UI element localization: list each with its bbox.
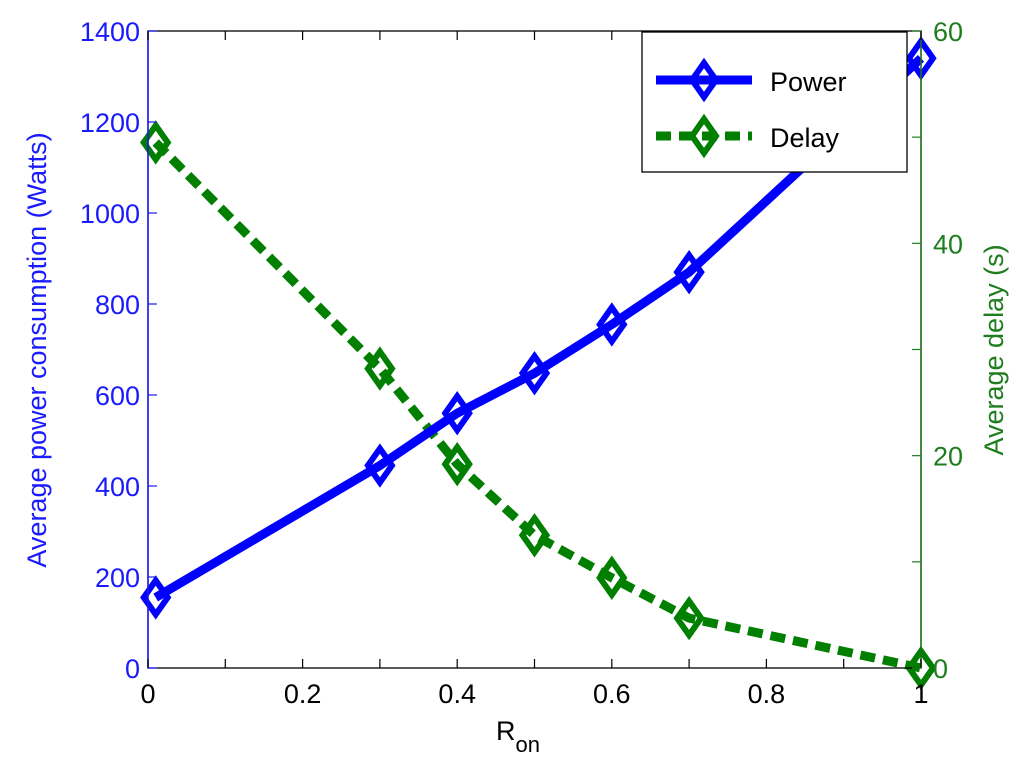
left-tick-label: 0 bbox=[125, 654, 140, 684]
power-series-line bbox=[153, 54, 925, 602]
left-tick-label: 1200 bbox=[80, 108, 140, 138]
left-tick-label: 400 bbox=[95, 472, 140, 502]
delay-data-point bbox=[596, 555, 628, 600]
svg-text:Ron: Ron bbox=[496, 716, 540, 757]
left-tick-label: 800 bbox=[95, 290, 140, 320]
x-tick-label: 0.2 bbox=[284, 679, 322, 709]
left-axis-title: Average power consumption (Watts) bbox=[22, 132, 52, 567]
right-tick-label: 40 bbox=[933, 229, 963, 259]
power-data-point bbox=[364, 443, 396, 488]
x-tick-label: 0.8 bbox=[748, 679, 786, 709]
power-data-point bbox=[673, 249, 705, 295]
left-tick-label: 1000 bbox=[80, 199, 140, 229]
tick-layer: 0 0.2 0.4 0.6 0.8 102004006008001000120014000… bbox=[80, 17, 963, 709]
left-tick-label: 600 bbox=[95, 381, 140, 411]
power-data-point bbox=[441, 390, 473, 436]
x-axis-title-subscript: on bbox=[516, 732, 540, 757]
left-tick-label: 1400 bbox=[80, 17, 140, 47]
delay-data-point bbox=[673, 595, 705, 641]
power-data-point bbox=[596, 302, 628, 347]
right-tick-label: 60 bbox=[933, 17, 963, 47]
legend: Power Delay bbox=[641, 31, 908, 173]
delay-data-point bbox=[905, 645, 937, 691]
right-tick-label: 0 bbox=[933, 654, 948, 684]
power-data-point bbox=[518, 350, 551, 396]
legend-delay-marker bbox=[688, 113, 720, 159]
series-layer bbox=[140, 36, 937, 691]
delay-series-line bbox=[152, 139, 922, 673]
delay-data-point bbox=[518, 513, 551, 558]
legend-box bbox=[641, 31, 908, 173]
left-tick-label: 200 bbox=[95, 563, 140, 593]
legend-power-marker bbox=[688, 57, 720, 103]
x-tick-label: 0.6 bbox=[593, 679, 631, 709]
x-tick-label: 0.4 bbox=[438, 679, 476, 709]
x-axis-title-main: R bbox=[496, 716, 516, 746]
delay-data-point bbox=[441, 441, 473, 487]
right-tick-label: 20 bbox=[933, 442, 963, 472]
x-tick-label: 1 bbox=[913, 679, 928, 709]
right-axis-title: Average delay (s) bbox=[979, 244, 1009, 455]
x-axis-title: Ron bbox=[496, 716, 540, 757]
x-tick-label: 0 bbox=[140, 679, 155, 709]
legend-power-label: Power bbox=[770, 67, 847, 97]
legend-delay-label: Delay bbox=[770, 123, 840, 153]
delay-data-point bbox=[364, 346, 396, 391]
